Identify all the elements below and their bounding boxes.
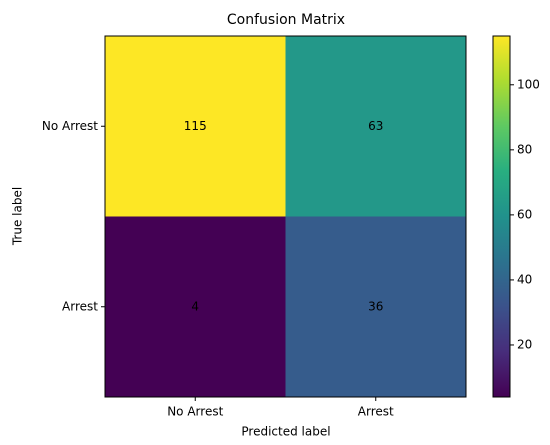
y-tick-label: No Arrest: [42, 119, 98, 133]
x-axis-label: Predicted label: [241, 425, 330, 439]
cell-label: 36: [368, 299, 383, 313]
colorbar-tick-label: 20: [517, 337, 532, 351]
colorbar-tick-label: 60: [517, 207, 532, 221]
y-axis-label: True label: [11, 187, 25, 246]
colorbar-tick-label: 40: [517, 272, 532, 286]
colorbar: [492, 35, 511, 398]
colorbar-tick-label: 80: [517, 142, 532, 156]
plot-frame: [104, 35, 467, 398]
cell: [285, 36, 467, 217]
chart-title: Confusion Matrix: [227, 12, 345, 28]
x-tick-label: Arrest: [358, 405, 394, 419]
cell: [105, 36, 286, 217]
cell-label: 4: [191, 299, 199, 313]
x-tick-label: No Arrest: [167, 405, 223, 419]
cell-label: 115: [184, 119, 207, 133]
cell: [285, 216, 467, 398]
colorbar-tick-label: 100: [517, 77, 540, 91]
cell-label: 63: [368, 119, 383, 133]
y-tick-label: Arrest: [62, 299, 98, 313]
cell: [105, 216, 286, 398]
